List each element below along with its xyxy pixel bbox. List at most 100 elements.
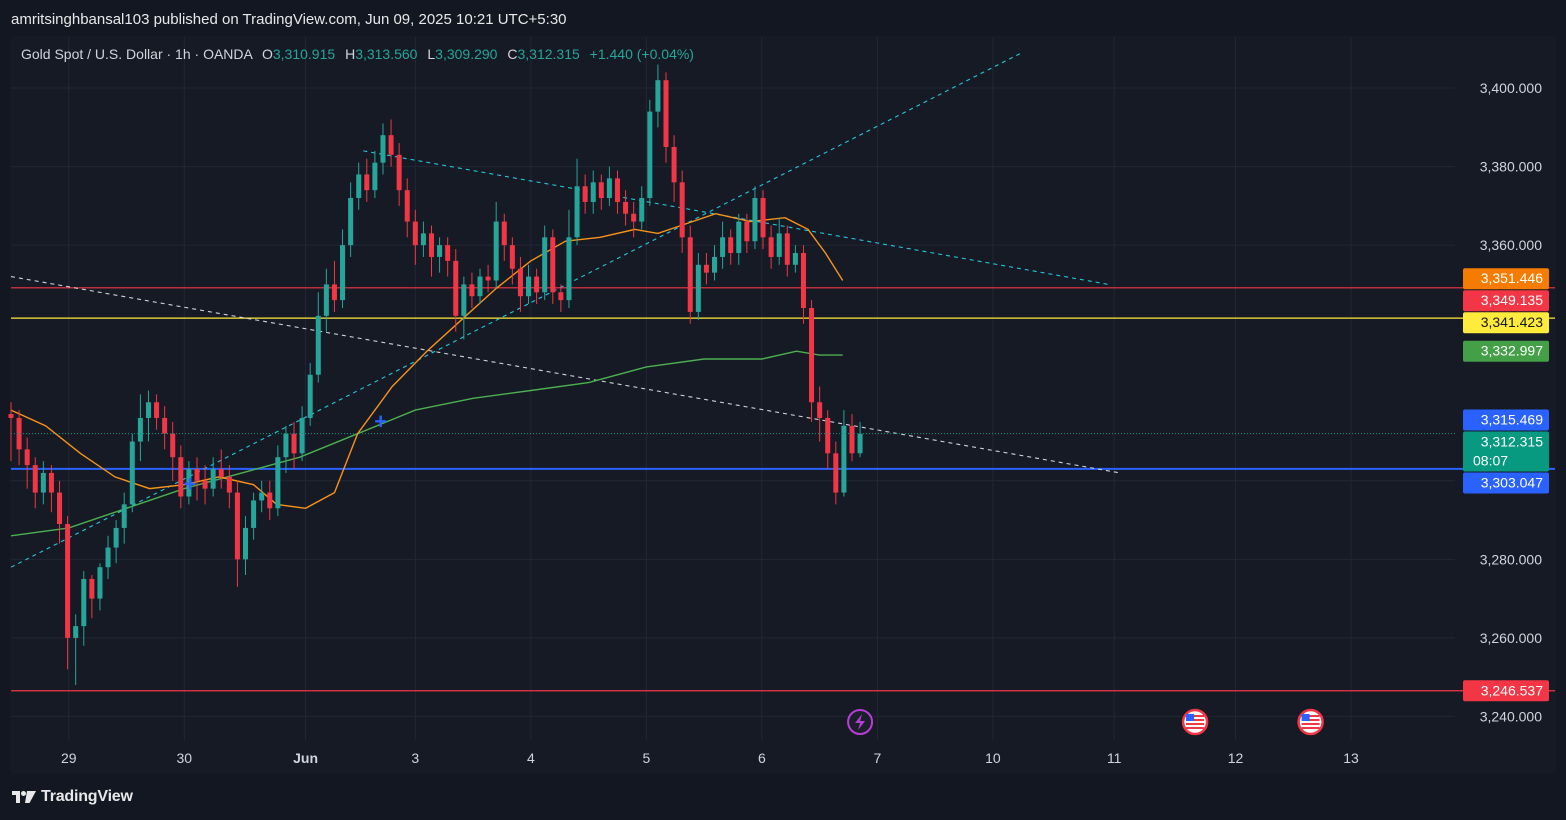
candle — [57, 480, 63, 544]
x-tick-label: 4 — [527, 750, 535, 766]
candle-body — [388, 135, 394, 155]
price-label-text: 3,315.469 — [1481, 412, 1543, 428]
candle-body — [606, 178, 612, 199]
candle — [841, 410, 847, 497]
candle — [420, 221, 426, 257]
candle — [8, 402, 14, 462]
candle — [210, 457, 216, 497]
candle-body — [720, 237, 726, 257]
candle — [639, 186, 645, 230]
candle-body — [469, 284, 475, 297]
price-label: 3,312.315 08:07 — [1463, 431, 1549, 472]
candle-body — [412, 221, 418, 246]
close-label: C — [507, 46, 518, 62]
candle-body — [81, 578, 87, 627]
candle-body — [348, 198, 354, 246]
candle — [542, 225, 548, 301]
candle-body — [89, 578, 95, 599]
candle — [469, 272, 475, 308]
candle-body — [809, 307, 815, 403]
price-label-bg — [1463, 409, 1549, 431]
price-label-text: 3,312.315 — [1481, 434, 1543, 450]
candle — [679, 170, 685, 254]
x-tick-label: 7 — [874, 750, 882, 766]
candle — [461, 276, 467, 340]
candle-body — [283, 433, 289, 458]
candle-body — [275, 457, 281, 509]
x-tick-label: 29 — [61, 750, 77, 766]
candle-body — [218, 469, 224, 477]
y-tick-label: 3,240.000 — [1480, 708, 1542, 724]
price-label-bg — [1463, 680, 1549, 702]
candle — [251, 492, 257, 540]
x-tick-label: 3 — [411, 750, 419, 766]
y-tick-label: 3,260.000 — [1480, 630, 1542, 646]
ema-slow-line — [10, 350, 843, 537]
candle — [380, 123, 386, 175]
flash-event-icon — [847, 709, 874, 735]
candle-body — [590, 182, 596, 202]
candle-body — [695, 264, 701, 312]
tradingview-brand[interactable]: TradingView — [11, 788, 133, 806]
candle — [614, 170, 620, 214]
candle — [792, 245, 798, 273]
price-label-countdown: 08:07 — [1473, 453, 1508, 469]
candle — [48, 465, 54, 513]
candle-body — [744, 221, 750, 242]
candle — [517, 256, 523, 312]
candle-body — [97, 567, 103, 599]
candle-body — [671, 146, 677, 183]
candle — [73, 614, 79, 686]
candle — [534, 268, 540, 305]
candle — [154, 394, 160, 430]
price-labels: 3,351.446 3,349.135 3,341.423 3,332.997 3,31… — [1463, 268, 1549, 702]
low-label: L — [427, 46, 436, 62]
candle — [590, 170, 596, 214]
candle — [752, 186, 758, 250]
candle-body — [24, 449, 30, 466]
y-axis: 3,240.0003,260.0003,280.0003,300.0003,36… — [1480, 80, 1542, 724]
candle — [307, 362, 313, 426]
candle-body — [16, 417, 22, 450]
candle — [331, 260, 337, 312]
close-value: 3,312.315 — [517, 46, 580, 62]
candle — [655, 64, 661, 128]
candle-body — [655, 80, 661, 112]
candle — [833, 441, 839, 505]
tradingview-logo-icon — [12, 791, 36, 803]
candle — [857, 421, 863, 458]
ema-fast-line — [10, 212, 844, 510]
candle-body — [259, 492, 265, 501]
candle — [396, 143, 402, 206]
candle-body — [364, 174, 370, 191]
candle-body — [178, 457, 184, 497]
candle-body — [445, 245, 451, 261]
candle-body — [210, 469, 216, 489]
symbol-name[interactable]: Gold Spot / U.S. Dollar · 1h · OANDA — [21, 46, 253, 62]
trendline — [10, 276, 1121, 474]
candle-body — [121, 504, 127, 528]
price-label: 3,351.446 — [1463, 268, 1549, 290]
price-label-text: 3,349.135 — [1481, 292, 1543, 308]
candle — [218, 449, 224, 489]
candle-body — [623, 201, 629, 214]
us-flag-event-icon — [1297, 708, 1324, 736]
candle-body — [679, 182, 685, 238]
candle — [97, 563, 103, 611]
candle — [24, 437, 30, 489]
candle-body — [703, 264, 709, 273]
candle — [186, 461, 192, 505]
candle — [720, 221, 726, 269]
candle-body — [48, 472, 54, 493]
candle-body — [849, 425, 855, 454]
candle — [202, 465, 208, 505]
price-label-bg — [1463, 472, 1549, 494]
x-tick-label: 30 — [176, 750, 192, 766]
price-label-text: 3,332.997 — [1481, 343, 1543, 359]
candle — [631, 201, 637, 238]
candle-body — [234, 492, 240, 560]
candle — [178, 445, 184, 509]
candle — [323, 268, 329, 332]
candle-body — [251, 500, 257, 528]
